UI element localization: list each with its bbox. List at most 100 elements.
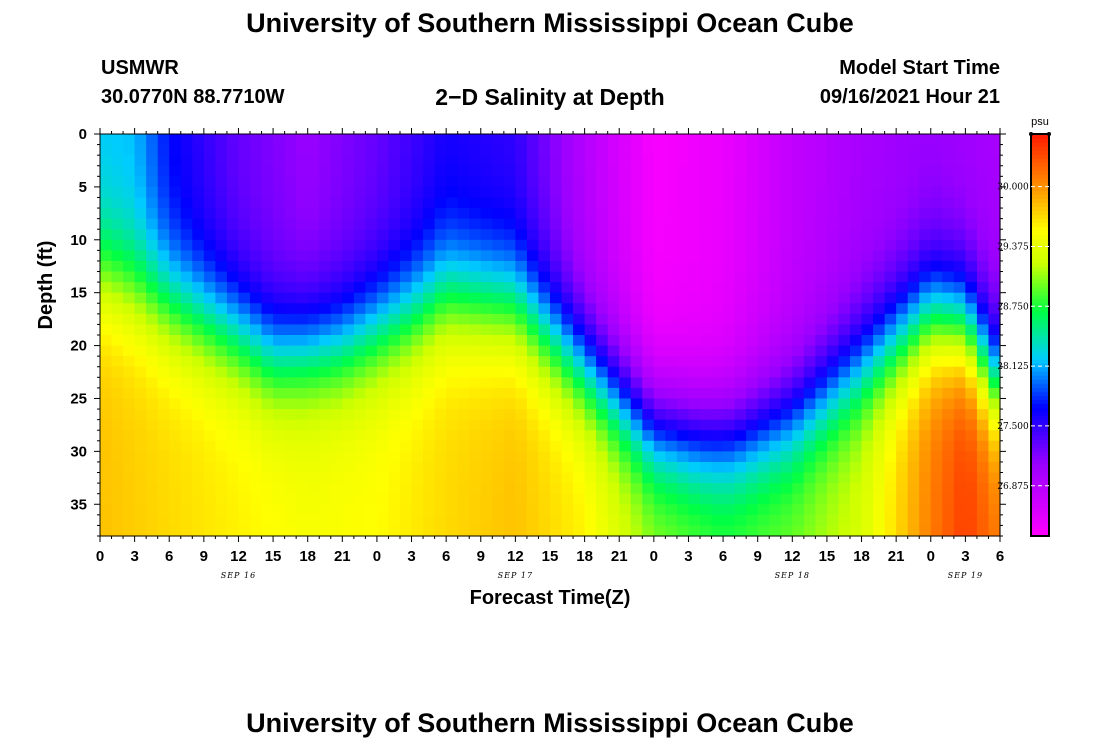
heatmap-cell [134, 461, 147, 474]
heatmap-cell [953, 356, 966, 368]
heatmap-cell [526, 186, 540, 199]
heatmap-cell [261, 239, 274, 251]
heatmap-cell [457, 461, 470, 474]
heatmap-cell [838, 165, 851, 177]
heatmap-cell [653, 186, 666, 199]
heatmap-cell [273, 461, 286, 474]
heatmap-cell [573, 271, 586, 283]
heatmap-cell [169, 377, 182, 389]
heatmap-cell [607, 250, 620, 262]
heatmap-cell [353, 356, 366, 368]
heatmap-cell [238, 366, 251, 378]
heatmap-cell [873, 504, 886, 516]
heatmap-cell [457, 345, 470, 357]
colorbar-swatch [1031, 359, 1049, 364]
heatmap-cell [965, 218, 978, 230]
heatmap-cell [146, 260, 159, 273]
heatmap-cell [215, 461, 228, 474]
heatmap-cell [642, 514, 655, 527]
heatmap-cell [457, 186, 470, 199]
heatmap-cell [284, 229, 297, 241]
heatmap-cell [480, 451, 493, 463]
heatmap-cell [630, 134, 643, 146]
heatmap-cell [446, 409, 459, 421]
heatmap-cell [896, 292, 909, 304]
heatmap-cell [457, 472, 470, 484]
heatmap-cell [896, 345, 909, 357]
heatmap-cell [434, 398, 447, 410]
heatmap-cell [746, 282, 759, 294]
heatmap-cell [550, 345, 563, 357]
heatmap-cell [319, 165, 332, 177]
date-label: SEP 19 [948, 571, 983, 580]
heatmap-cell [480, 208, 493, 220]
heatmap-cell [376, 229, 390, 241]
heatmap-cell [296, 430, 309, 442]
heatmap-cell [169, 186, 182, 199]
heatmap-cell [723, 218, 736, 230]
heatmap-cell [573, 387, 586, 400]
colorbar-swatch [1031, 154, 1049, 159]
heatmap-cell [515, 387, 528, 400]
heatmap-cell [469, 250, 482, 262]
heatmap-cell [953, 430, 966, 442]
heatmap-cell [607, 335, 620, 347]
heatmap-cell [746, 197, 759, 209]
heatmap-cell [550, 419, 563, 431]
heatmap-cell [157, 398, 170, 410]
heatmap-cell [826, 419, 840, 431]
heatmap-cell [619, 144, 632, 156]
heatmap-cell [734, 208, 747, 220]
heatmap-cell [873, 271, 886, 283]
heatmap-cell [919, 282, 932, 294]
colorbar-swatch [1031, 162, 1049, 167]
heatmap-cell [653, 303, 666, 315]
heatmap-cell [746, 377, 759, 389]
heatmap-cell [434, 483, 447, 495]
heatmap-cell [226, 493, 240, 505]
heatmap-cell [988, 134, 1001, 146]
heatmap-cell [238, 282, 251, 294]
heatmap-cell [700, 419, 713, 431]
heatmap-cell [515, 134, 528, 146]
heatmap-cell [111, 282, 124, 294]
heatmap-cell [538, 218, 551, 230]
heatmap-cell [261, 186, 274, 199]
heatmap-cell [123, 176, 136, 188]
heatmap-cell [803, 229, 816, 241]
heatmap-cell [469, 430, 482, 442]
heatmap-cell [780, 409, 793, 421]
heatmap-cell [976, 419, 990, 431]
heatmap-cell [930, 472, 943, 484]
heatmap-cell [676, 165, 690, 177]
heatmap-cell [734, 493, 747, 505]
heatmap-cell [342, 366, 355, 378]
heatmap-cell [273, 176, 286, 188]
heatmap-cell [319, 197, 332, 209]
heatmap-cell [826, 271, 840, 283]
heatmap-cell [769, 292, 782, 304]
heatmap-cell [838, 250, 851, 262]
heatmap-cell [434, 250, 447, 262]
colorbar-swatch [1031, 250, 1049, 256]
heatmap-cell [907, 218, 920, 230]
heatmap-cell [423, 451, 436, 463]
heatmap-cell [526, 335, 540, 347]
heatmap-cell [723, 134, 736, 146]
heatmap-cell [376, 303, 390, 315]
heatmap-cell [423, 144, 436, 156]
heatmap-cell [169, 144, 182, 156]
heatmap-cell [619, 165, 632, 177]
heatmap-cell [192, 144, 205, 156]
heatmap-cell [157, 324, 170, 336]
heatmap-cell [596, 313, 609, 326]
heatmap-cell [330, 218, 343, 230]
heatmap-cell [850, 504, 863, 516]
heatmap-cell [930, 229, 943, 241]
heatmap-cell [446, 356, 459, 368]
heatmap-cell [180, 260, 193, 273]
heatmap-cell [423, 409, 436, 421]
heatmap-cell [746, 292, 759, 304]
colorbar-swatch [1031, 491, 1049, 497]
heatmap-cell [319, 398, 332, 410]
